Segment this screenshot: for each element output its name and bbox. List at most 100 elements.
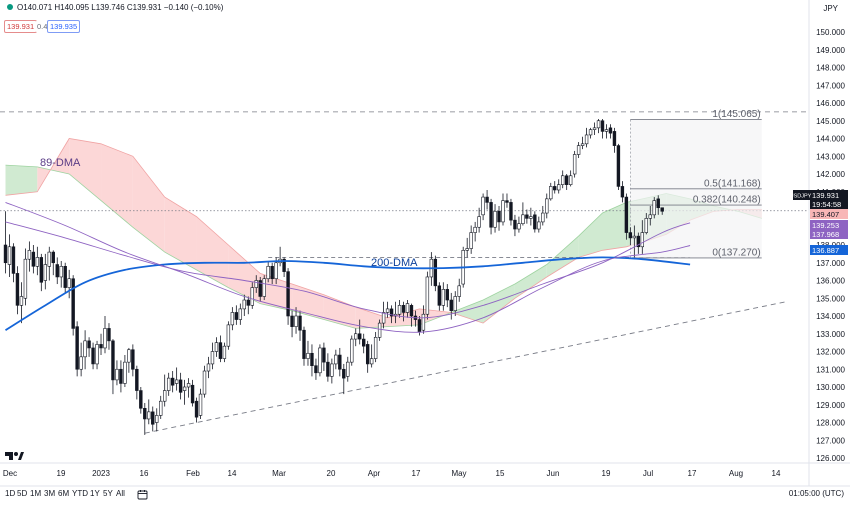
candle-bullish xyxy=(453,296,457,311)
candle-bearish xyxy=(55,264,59,278)
timeframe-1m[interactable]: 1M xyxy=(30,489,42,498)
candle-bearish xyxy=(270,265,274,280)
candle-bullish xyxy=(529,216,533,219)
date-range-calendar-icon[interactable] xyxy=(137,487,148,505)
candle-bullish xyxy=(35,257,40,267)
y-tick-label: 127.000 xyxy=(816,436,845,445)
candle-bearish xyxy=(417,319,422,333)
cloud-segment-bearish xyxy=(132,156,165,253)
candle-bullish xyxy=(604,129,609,132)
candle-bullish xyxy=(242,299,246,310)
cloud-segment-bullish xyxy=(602,202,627,251)
candle-bullish xyxy=(425,276,430,315)
candle-bearish xyxy=(107,328,111,342)
sell-price-box[interactable]: 139.931 xyxy=(4,20,38,33)
candle-bullish xyxy=(381,312,386,324)
candle-bearish xyxy=(131,349,135,370)
timeframe-ytd[interactable]: YTD xyxy=(72,489,88,498)
x-tick-label: Jul xyxy=(643,469,653,478)
candle-bearish xyxy=(342,368,346,379)
cloud-segment-bullish xyxy=(483,284,515,324)
x-tick-label: May xyxy=(451,469,466,478)
candle-bearish xyxy=(489,202,493,228)
x-tick-label: Dec xyxy=(3,469,17,478)
candle-bullish xyxy=(465,248,469,251)
y-tick-label: 133.000 xyxy=(816,330,845,339)
y-tick-label: 147.000 xyxy=(816,81,845,90)
y-tick-label: 130.000 xyxy=(816,383,845,392)
bottom-toolbar: 1D 5D 1M 3M 6M YTD 1Y 5Y All 01:05:00 (U… xyxy=(0,486,850,500)
timeframe-1y[interactable]: 1Y xyxy=(90,489,100,498)
price-tag-label: 139.931 xyxy=(812,191,839,200)
candle-bullish xyxy=(238,308,243,320)
price-tag-bg xyxy=(810,199,848,209)
candle-bullish xyxy=(469,232,473,249)
symbol-badge-label: USDJPY xyxy=(790,194,812,200)
tv-logo xyxy=(5,452,24,460)
x-tick-label: Jun xyxy=(547,469,560,478)
utc-clock[interactable]: 01:05:00 (UTC) xyxy=(788,489,844,498)
candle-bearish xyxy=(234,312,239,320)
y-tick-label: 132.000 xyxy=(816,348,845,357)
y-tick-label: 143.000 xyxy=(816,152,845,161)
x-tick-label: Mar xyxy=(272,469,286,478)
candle-bullish xyxy=(584,134,589,145)
candle-bearish xyxy=(282,258,286,272)
candle-bullish xyxy=(330,363,334,377)
buy-price-box[interactable]: 139.935 xyxy=(47,20,81,33)
candle-bullish xyxy=(79,356,83,370)
timeframe-1d[interactable]: 1D xyxy=(5,489,16,498)
candle-bullish xyxy=(318,347,322,374)
candle-bullish xyxy=(306,352,310,359)
ohlc-text: O140.071 H140.095 L139.746 C139.931 −0.1… xyxy=(17,3,224,12)
candle-bearish xyxy=(505,200,509,203)
candle-bearish xyxy=(290,315,294,327)
x-tick-label: 2023 xyxy=(92,469,110,478)
candle-bullish xyxy=(123,361,127,384)
timeframe-5y[interactable]: 5Y xyxy=(103,489,113,498)
candle-bearish xyxy=(389,308,394,317)
candle-bullish xyxy=(373,336,378,359)
candle-bearish xyxy=(51,251,55,264)
candle-bullish xyxy=(47,251,51,267)
candle-bullish xyxy=(457,285,461,297)
candle-bearish xyxy=(135,368,139,391)
tv-logo-dot xyxy=(14,452,18,456)
cloud-segment-bearish xyxy=(260,273,293,311)
rising-trendline xyxy=(144,301,786,434)
candle-bullish xyxy=(214,342,219,352)
candle-bullish xyxy=(274,262,278,280)
cloud-segment-bullish xyxy=(5,165,38,196)
candle-bullish xyxy=(477,216,481,228)
timeframe-6m[interactable]: 6M xyxy=(58,489,70,498)
candle-bearish xyxy=(365,344,370,365)
y-tick-label: 135.000 xyxy=(816,294,845,303)
cloud-segment-bearish xyxy=(101,143,133,228)
y-tick-label: 149.000 xyxy=(816,46,845,55)
candle-bullish xyxy=(640,232,645,248)
candle-bearish xyxy=(322,347,326,363)
timeframe-all[interactable]: All xyxy=(116,489,125,498)
candle-bearish xyxy=(11,246,16,274)
timeframe-3m[interactable]: 3M xyxy=(44,489,56,498)
candle-bullish xyxy=(115,368,119,381)
candle-bullish xyxy=(294,315,298,327)
y-tick-label: 142.000 xyxy=(816,170,845,179)
candle-bullish xyxy=(644,218,648,233)
candle-bullish xyxy=(648,214,652,219)
candle-bearish xyxy=(31,251,36,267)
y-tick-label: 136.000 xyxy=(816,277,845,286)
candle-bearish xyxy=(553,186,557,191)
timeframe-5d[interactable]: 5D xyxy=(17,489,28,498)
price-tag-label: 19:54:58 xyxy=(812,200,841,209)
candle-bullish xyxy=(632,235,637,239)
ohlc-readout: O140.071 H140.095 L139.746 C139.931 −0.1… xyxy=(7,3,223,12)
candle-bullish xyxy=(346,361,350,377)
candle-bearish xyxy=(449,299,453,311)
candle-bearish xyxy=(437,285,442,306)
candle-bearish xyxy=(302,329,306,359)
candle-bearish xyxy=(338,354,342,370)
candle-bullish xyxy=(103,328,107,349)
candle-bullish xyxy=(521,214,525,224)
